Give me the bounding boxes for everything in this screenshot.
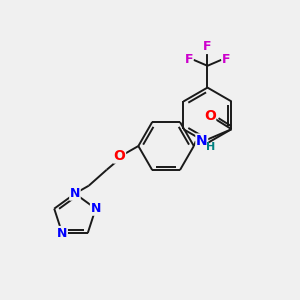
Text: F: F [222, 53, 230, 66]
Text: N: N [91, 202, 101, 215]
Text: F: F [184, 53, 193, 66]
Text: N: N [70, 187, 80, 200]
Text: H: H [206, 142, 215, 152]
Text: O: O [114, 149, 125, 163]
Text: O: O [204, 109, 216, 123]
Text: N: N [196, 134, 208, 148]
Text: F: F [203, 40, 212, 53]
Text: N: N [57, 226, 67, 239]
